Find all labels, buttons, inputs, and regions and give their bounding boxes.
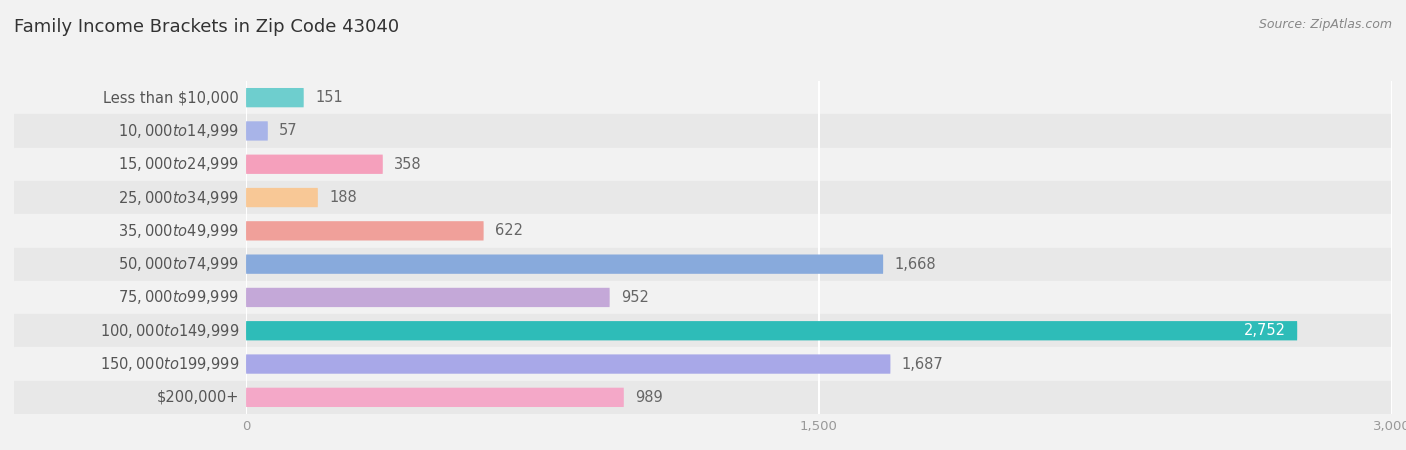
Text: $15,000 to $24,999: $15,000 to $24,999 [118, 155, 239, 173]
Text: 2,752: 2,752 [1244, 323, 1285, 338]
Text: $10,000 to $14,999: $10,000 to $14,999 [118, 122, 239, 140]
Text: 358: 358 [394, 157, 422, 172]
Text: Source: ZipAtlas.com: Source: ZipAtlas.com [1258, 18, 1392, 31]
Text: $35,000 to $49,999: $35,000 to $49,999 [118, 222, 239, 240]
Text: Less than $10,000: Less than $10,000 [103, 90, 239, 105]
Bar [0, 281, 1406, 314]
Bar [0, 181, 1406, 214]
Text: 989: 989 [636, 390, 664, 405]
Text: 151: 151 [315, 90, 343, 105]
Text: $75,000 to $99,999: $75,000 to $99,999 [118, 288, 239, 306]
Bar [0, 314, 1406, 347]
Text: 1,687: 1,687 [901, 356, 943, 372]
Bar [14, 148, 246, 181]
Bar [14, 114, 246, 148]
FancyBboxPatch shape [246, 155, 382, 174]
Text: $200,000+: $200,000+ [156, 390, 239, 405]
Bar [14, 281, 246, 314]
Text: 622: 622 [495, 223, 523, 238]
Bar [0, 214, 1406, 248]
FancyBboxPatch shape [246, 88, 304, 107]
Text: 188: 188 [329, 190, 357, 205]
Bar [14, 381, 246, 414]
FancyBboxPatch shape [246, 221, 484, 240]
Text: $150,000 to $199,999: $150,000 to $199,999 [100, 355, 239, 373]
Text: $50,000 to $74,999: $50,000 to $74,999 [118, 255, 239, 273]
Text: 57: 57 [280, 123, 298, 139]
Bar [14, 81, 246, 114]
FancyBboxPatch shape [246, 255, 883, 274]
FancyBboxPatch shape [246, 388, 624, 407]
Bar [14, 314, 246, 347]
FancyBboxPatch shape [246, 355, 890, 374]
Bar [14, 347, 246, 381]
FancyBboxPatch shape [246, 122, 267, 140]
FancyBboxPatch shape [246, 188, 318, 207]
Bar [14, 214, 246, 248]
FancyBboxPatch shape [246, 321, 1298, 340]
Bar [0, 347, 1406, 381]
Text: 952: 952 [621, 290, 650, 305]
Bar [14, 248, 246, 281]
Bar [0, 81, 1406, 114]
FancyBboxPatch shape [246, 288, 610, 307]
Bar [0, 248, 1406, 281]
Text: $100,000 to $149,999: $100,000 to $149,999 [100, 322, 239, 340]
Bar [14, 181, 246, 214]
Text: 1,668: 1,668 [894, 256, 936, 272]
Text: Family Income Brackets in Zip Code 43040: Family Income Brackets in Zip Code 43040 [14, 18, 399, 36]
Bar [0, 148, 1406, 181]
Bar [0, 381, 1406, 414]
Text: $25,000 to $34,999: $25,000 to $34,999 [118, 189, 239, 207]
Bar [0, 114, 1406, 148]
